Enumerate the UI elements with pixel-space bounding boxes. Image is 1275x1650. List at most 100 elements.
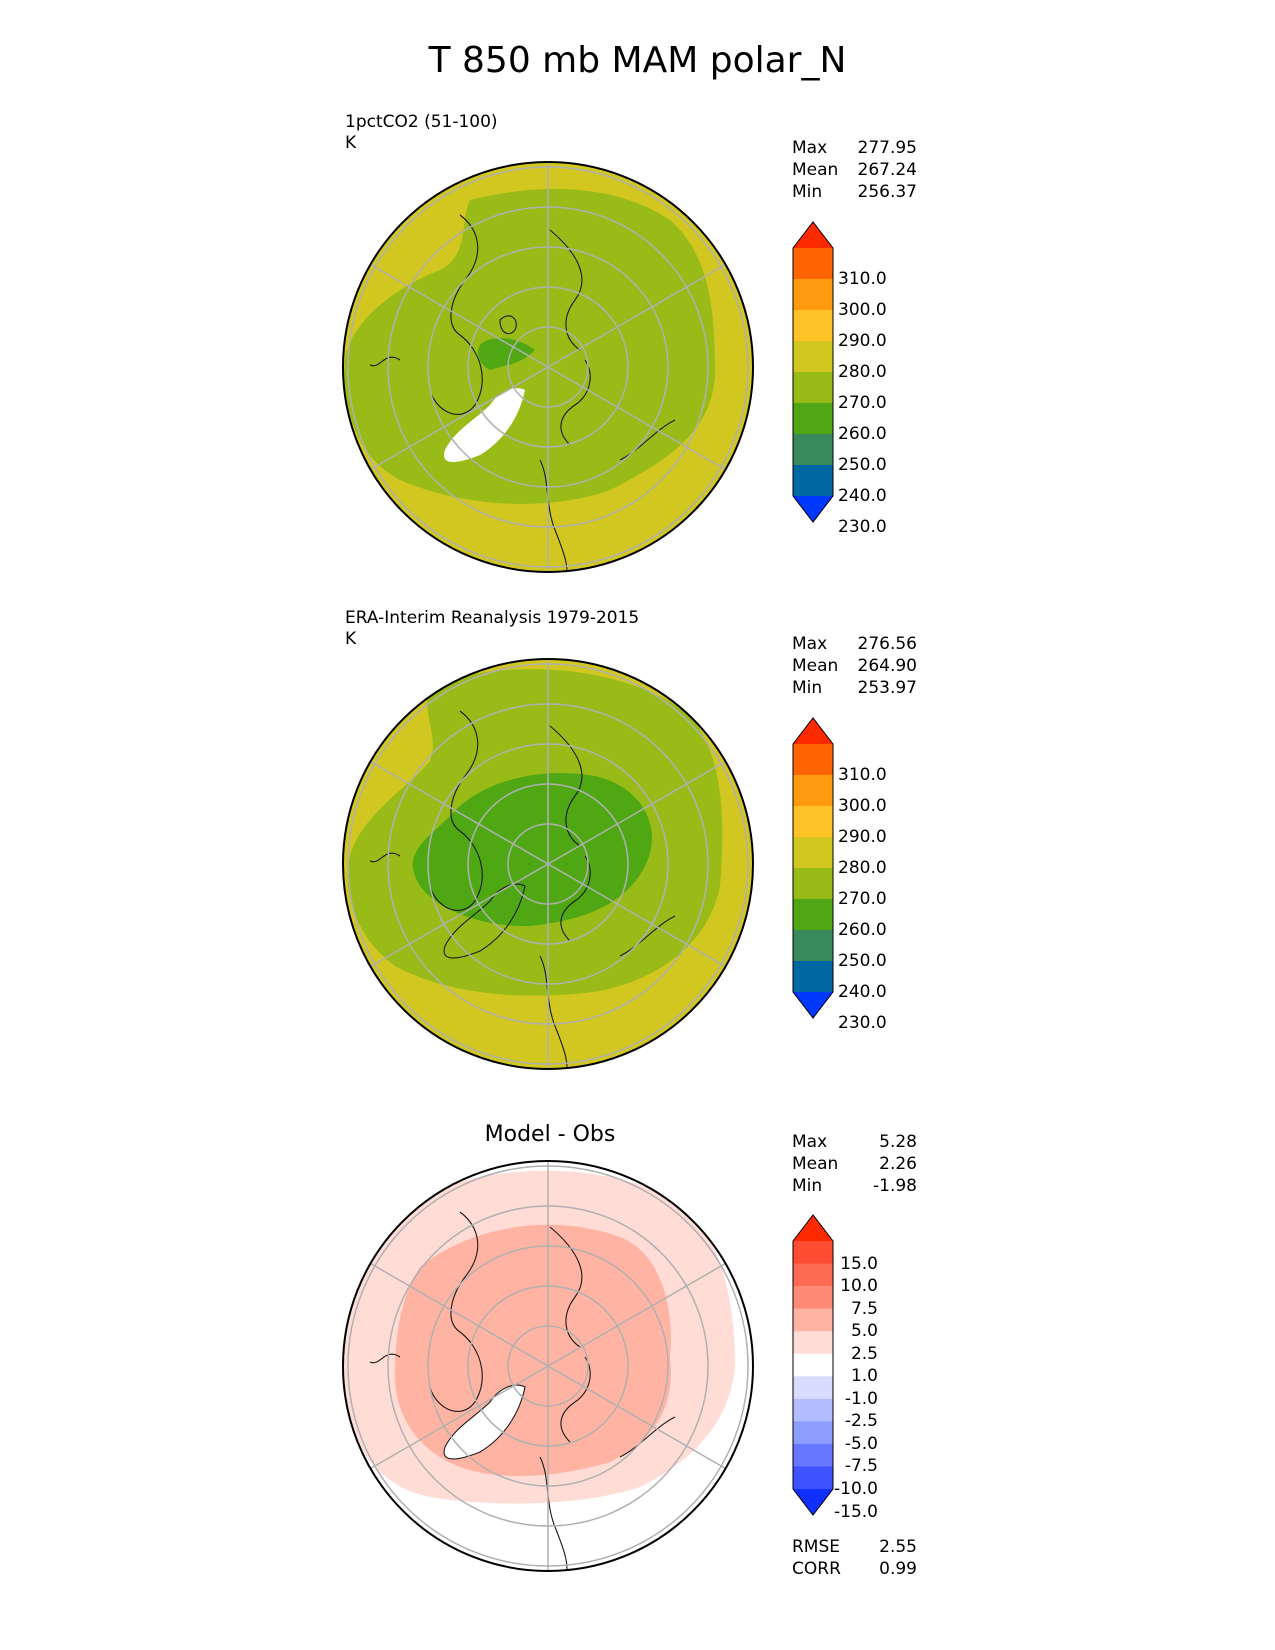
stat-label: Min	[792, 678, 823, 698]
stat-label: Max	[792, 634, 828, 654]
colorbar-band	[793, 434, 833, 466]
colorbar-tick-label: 250.0	[838, 455, 887, 475]
colorbar-tick-label: 230.0	[838, 517, 887, 537]
stat-label: Mean	[792, 656, 839, 676]
panel-1-stats: Max 277.95 Mean 267.24 Min 256.37	[792, 137, 917, 203]
metric-value: 0.99	[879, 1559, 917, 1579]
panel-2-map-boundary	[342, 658, 754, 1070]
colorbar-band	[793, 1443, 833, 1467]
panel-2-stats: Max 276.56 Mean 264.90 Min 253.97	[792, 633, 917, 699]
panel-3-colorbar	[792, 1214, 834, 1516]
colorbar-tick-label: -10.0	[834, 1479, 878, 1499]
colorbar-extend-min	[793, 992, 833, 1018]
metric-label: RMSE	[792, 1537, 841, 1557]
stat-value: 256.37	[857, 182, 917, 202]
colorbar-band	[793, 372, 833, 404]
panel-3-map	[342, 1160, 754, 1572]
panel-1-label: 1pctCO2 (51-100) K	[345, 112, 498, 154]
metric-value: 2.55	[879, 1537, 917, 1557]
colorbar-tick-label: -1.0	[844, 1388, 878, 1409]
panel-3-coastlines	[369, 1211, 676, 1571]
colorbar-band	[793, 1286, 833, 1310]
panel-1-missing-data	[444, 388, 525, 462]
panel-3-mid-warm-field	[395, 1224, 671, 1477]
stat-value: 2.26	[879, 1154, 917, 1174]
stat-label: Mean	[792, 160, 839, 180]
panel-1-graticule	[347, 162, 749, 572]
colorbar-band	[793, 837, 833, 869]
colorbar-band	[793, 465, 833, 497]
stat-value: -1.98	[873, 1176, 917, 1196]
stat-label: Min	[792, 1176, 823, 1196]
colorbar-tick-label: 300.0	[838, 300, 887, 320]
colorbar-tick-label: 240.0	[838, 982, 887, 1002]
colorbar-band	[793, 1376, 833, 1400]
colorbar-outline	[792, 717, 834, 1019]
panel-1-cold-field	[478, 338, 535, 370]
colorbar-tick-label: 300.0	[838, 796, 887, 816]
colorbar-tick-label: 310.0	[838, 765, 887, 785]
colorbar-extend-max	[793, 1215, 833, 1241]
colorbar-band	[793, 403, 833, 435]
panel-2-graticule	[347, 659, 749, 1069]
colorbar-tick-label: 270.0	[838, 889, 887, 909]
colorbar-tick-label: -7.5	[844, 1456, 878, 1477]
stat-value: 264.90	[857, 656, 917, 676]
colorbar-tick-label: 240.0	[838, 486, 887, 506]
colorbar-tick-label: 280.0	[838, 858, 887, 878]
colorbar-tick-label: 280.0	[838, 362, 887, 382]
colorbar-tick-label: 1.0	[850, 1366, 878, 1387]
colorbar-tick-label: 260.0	[838, 920, 887, 940]
colorbar-band	[793, 1421, 833, 1445]
colorbar-tick-label: 15.0	[840, 1253, 878, 1274]
figure-title: T 850 mb MAM polar_N	[428, 40, 847, 81]
metric-label: CORR	[792, 1559, 841, 1579]
panel-2-obs-name: ERA-Interim Reanalysis 1979-2015	[345, 608, 640, 628]
colorbar-tick-label: 2.5	[850, 1343, 878, 1364]
colorbar-band	[793, 1263, 833, 1287]
colorbar-band	[793, 310, 833, 342]
colorbar-band	[793, 1466, 833, 1490]
panel-3-stats: Max 5.28 Mean 2.26 Min -1.98	[792, 1131, 917, 1197]
colorbar-band	[793, 1241, 833, 1265]
panel-1-colorbar	[792, 221, 834, 523]
colorbar-outline	[792, 221, 834, 523]
colorbar-band	[793, 1331, 833, 1355]
colorbar-tick-label: 290.0	[838, 331, 887, 351]
colorbar-band	[793, 341, 833, 373]
colorbar-tick-label: 230.0	[838, 1013, 887, 1033]
colorbar-tick-label: 5.0	[850, 1321, 878, 1342]
colorbar-tick-label: -2.5	[844, 1411, 878, 1432]
stat-label: Min	[792, 182, 823, 202]
stat-label: Max	[792, 138, 828, 158]
colorbar-band	[793, 744, 833, 776]
colorbar-band	[793, 775, 833, 807]
panel-1-model-name: 1pctCO2 (51-100)	[345, 112, 498, 132]
stat-value: 276.56	[857, 634, 917, 654]
panel-3-map-boundary	[342, 1160, 754, 1572]
colorbar-band	[793, 1398, 833, 1422]
colorbar-band	[793, 1308, 833, 1332]
colorbar-tick-label: -15.0	[834, 1501, 878, 1522]
colorbar-band	[793, 806, 833, 838]
colorbar-extend-min	[793, 496, 833, 522]
colorbar-extend-max	[793, 718, 833, 744]
stat-value: 253.97	[857, 678, 917, 698]
panel-2-colorbar	[792, 717, 834, 1019]
colorbar-band	[793, 961, 833, 993]
panel-3-metrics: RMSE 2.55 CORR 0.99	[792, 1536, 917, 1580]
colorbar-tick-label: 270.0	[838, 393, 887, 413]
colorbar-outline	[792, 1214, 834, 1516]
colorbar-tick-label: -5.0	[844, 1433, 878, 1454]
panel-3-title: Model - Obs	[484, 1122, 616, 1147]
colorbar-tick-label: 250.0	[838, 951, 887, 971]
stat-label: Mean	[792, 1154, 839, 1174]
panel-3-graticule	[347, 1161, 749, 1571]
colorbar-band	[793, 1353, 833, 1377]
panel-1-coastlines	[369, 214, 676, 572]
panel-3-missing-data	[444, 1385, 525, 1459]
colorbar-band	[793, 899, 833, 931]
colorbar-extend-max	[793, 222, 833, 248]
panel-1-units: K	[345, 133, 357, 153]
colorbar-tick-label: 7.5	[850, 1298, 878, 1319]
